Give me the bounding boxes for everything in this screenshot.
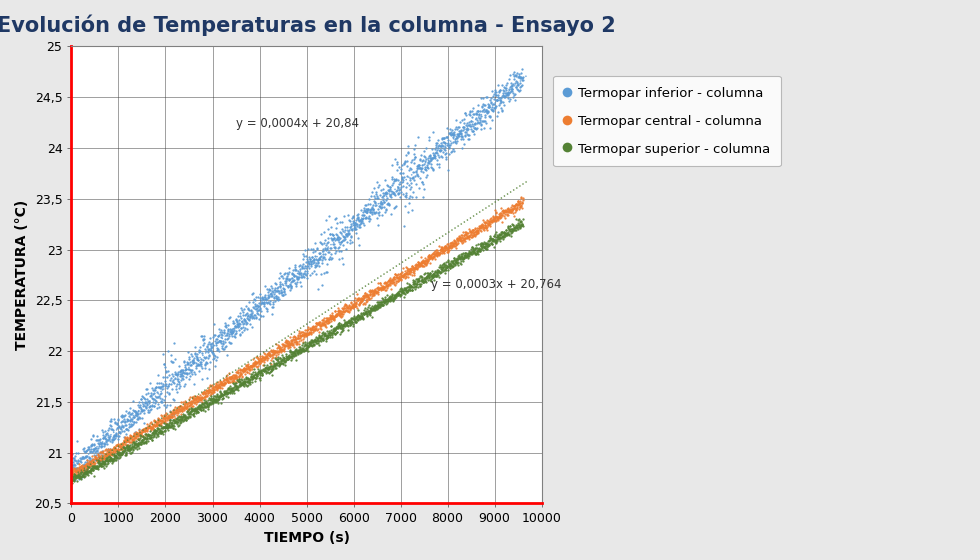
Termopar central - columna	[516, 195, 528, 202]
Termopar inferior - columna	[366, 206, 377, 212]
Termopar inferior - columna	[387, 179, 399, 186]
Line: Termopar central - columna: Termopar central - columna	[71, 197, 523, 478]
Termopar superior - columna	[145, 434, 157, 441]
Termopar central - columna	[66, 473, 77, 479]
Termopar inferior - columna	[66, 467, 77, 474]
Y-axis label: TEMPERATURA (°C): TEMPERATURA (°C)	[15, 200, 29, 350]
Termopar inferior - columna	[516, 77, 528, 83]
Text: y = 0,0003x + 20,764: y = 0,0003x + 20,764	[431, 278, 562, 291]
Termopar central - columna	[71, 473, 82, 480]
Termopar inferior - columna	[392, 185, 404, 192]
Termopar superior - columna	[66, 480, 77, 487]
Line: Termopar inferior - columna: Termopar inferior - columna	[71, 68, 523, 480]
Line: Termopar superior - columna: Termopar superior - columna	[71, 218, 523, 484]
Termopar central - columna	[366, 289, 377, 296]
Termopar central - columna	[145, 426, 157, 433]
Termopar central - columna	[514, 194, 526, 200]
Termopar superior - columna	[387, 295, 399, 302]
Termopar central - columna	[392, 277, 404, 284]
Termopar superior - columna	[289, 352, 301, 359]
Termopar superior - columna	[514, 216, 525, 222]
Termopar inferior - columna	[145, 391, 157, 398]
Termopar superior - columna	[71, 473, 82, 479]
Text: y = 0,0004x + 20,84: y = 0,0004x + 20,84	[236, 116, 359, 130]
Termopar superior - columna	[392, 291, 404, 298]
Termopar superior - columna	[366, 306, 377, 313]
Termopar inferior - columna	[516, 66, 528, 72]
X-axis label: TIEMPO (s): TIEMPO (s)	[264, 531, 350, 545]
Termopar inferior - columna	[70, 477, 81, 483]
Termopar central - columna	[289, 335, 301, 342]
Termopar inferior - columna	[289, 266, 301, 273]
Legend: Termopar inferior - columna, Termopar central - columna, Termopar superior - col: Termopar inferior - columna, Termopar ce…	[553, 76, 781, 166]
Termopar central - columna	[71, 467, 82, 474]
Title: Evolución de Temperaturas en la columna - Ensayo 2: Evolución de Temperaturas en la columna …	[0, 15, 615, 36]
Termopar central - columna	[387, 276, 399, 283]
Termopar superior - columna	[516, 223, 528, 230]
Termopar inferior - columna	[71, 468, 82, 475]
Termopar superior - columna	[66, 478, 77, 485]
